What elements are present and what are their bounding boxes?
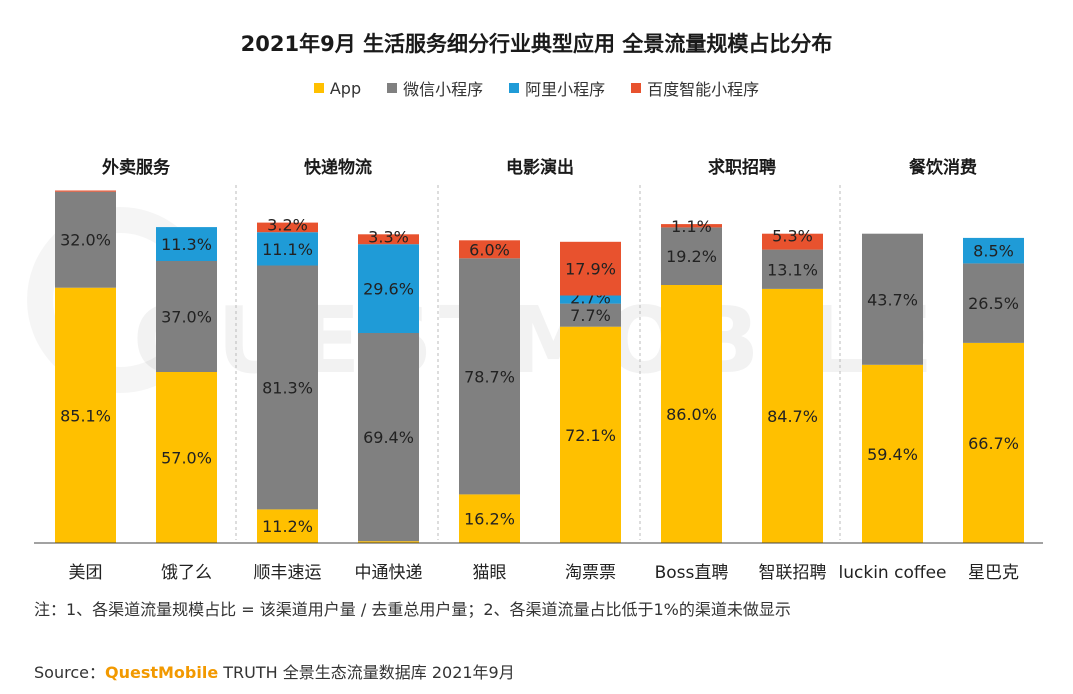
group-header: 电影演出: [506, 157, 574, 178]
legend-swatch-wechat: [387, 83, 398, 93]
data-label: 43.7%: [867, 290, 918, 309]
bar-segment: [55, 287, 116, 543]
group-header: 快递物流: [304, 157, 372, 178]
data-label: 6.0%: [469, 240, 510, 259]
legend-item-alipay: 阿里小程序: [509, 76, 605, 100]
footnote: 注：1、各渠道流量规模占比 = 该渠道用户量 / 去重总用户量；2、各渠道流量占…: [34, 600, 791, 619]
bar-segment: [257, 232, 318, 266]
legend-item-baidu: 百度智能小程序: [631, 76, 759, 100]
bar-segment: [459, 258, 520, 495]
bar-segment: [560, 241, 621, 296]
data-label: 78.7%: [464, 367, 515, 386]
source-text: TRUTH 全景生态流量数据库 2021年9月: [218, 663, 515, 682]
bar-segment: [257, 222, 318, 233]
category-label: 猫眼: [473, 563, 507, 583]
source-label: Source：: [34, 663, 105, 682]
legend-label-wechat: 微信小程序: [403, 80, 484, 99]
data-label: 81.3%: [262, 378, 313, 397]
data-label: 69.4%: [363, 428, 414, 447]
bar-segment: [459, 494, 520, 543]
bar-segment: [560, 295, 621, 304]
legend: App 微信小程序 阿里小程序 百度智能小程序: [0, 76, 1073, 100]
bar-segment: [963, 263, 1024, 343]
bar-segment: [963, 342, 1024, 543]
bar-segment: [156, 227, 217, 261]
category-label: 饿了么: [161, 563, 212, 583]
data-label: 13.1%: [767, 260, 818, 279]
bar-segment: [560, 326, 621, 543]
legend-item-app: App: [313, 76, 362, 100]
data-label: 37.0%: [161, 308, 212, 327]
data-label: 17.9%: [565, 260, 616, 279]
data-label: 7.7%: [570, 306, 611, 325]
data-label: 11.2%: [262, 517, 313, 536]
data-label: 1.1%: [671, 217, 712, 236]
data-label: 84.7%: [767, 407, 818, 426]
group-header: 餐饮消费: [909, 157, 977, 178]
data-label: 59.4%: [867, 445, 918, 464]
bar-segment: [661, 285, 722, 543]
legend-swatch-alipay: [509, 83, 520, 93]
data-label: 5.3%: [772, 227, 813, 246]
data-label: 11.3%: [161, 235, 212, 254]
legend-item-wechat: 微信小程序: [387, 76, 483, 100]
bar-segment: [963, 237, 1024, 264]
data-label: 29.6%: [363, 280, 414, 299]
data-label: 57.0%: [161, 449, 212, 468]
bar-segment: [358, 541, 419, 543]
data-label: 11.1%: [262, 240, 313, 259]
category-label: 中通快递: [355, 563, 423, 583]
bar-segment: [762, 288, 823, 543]
data-label: 26.5%: [968, 294, 1019, 313]
data-label: 19.2%: [666, 247, 717, 266]
legend-label-alipay: 阿里小程序: [525, 80, 606, 99]
bar-segment: [862, 364, 923, 543]
category-label: Boss直聘: [655, 563, 729, 583]
legend-label-baidu: 百度智能小程序: [647, 80, 760, 99]
group-header: 外卖服务: [102, 157, 171, 178]
category-label: luckin coffee: [839, 563, 947, 583]
bar-segment: [358, 234, 419, 245]
bar-segment: [156, 372, 217, 543]
legend-swatch-app: [313, 83, 324, 93]
bar-segment: [257, 265, 318, 510]
data-label: 32.0%: [60, 231, 111, 250]
data-label: 3.3%: [368, 227, 409, 246]
bar-segment: [762, 249, 823, 289]
bar-segment: [55, 190, 116, 192]
legend-swatch-baidu: [631, 83, 642, 93]
category-label: 淘票票: [565, 563, 616, 583]
data-label: 86.0%: [666, 405, 717, 424]
category-label: 美团: [69, 563, 103, 583]
category-label: 星巴克: [968, 563, 1019, 583]
bar-segment: [661, 227, 722, 285]
category-label: 顺丰速运: [254, 563, 322, 583]
bar-segment: [862, 233, 923, 365]
legend-label-app: App: [329, 78, 362, 98]
data-label: 72.1%: [565, 426, 616, 445]
data-label: 3.2%: [267, 216, 308, 235]
bar-segment: [358, 244, 419, 333]
bar-segment: [661, 224, 722, 228]
data-label: 8.5%: [973, 242, 1014, 261]
bar-segment: [762, 233, 823, 250]
data-label: 16.2%: [464, 510, 515, 529]
group-header: 求职招聘: [708, 157, 776, 178]
chart-title: 2021年9月 生活服务细分行业典型应用 全景流量规模占比分布: [240, 32, 833, 56]
bar-segment: [358, 333, 419, 542]
bar-segment: [55, 191, 116, 288]
bar-segment: [156, 261, 217, 372]
source-brand: QuestMobile: [104, 663, 219, 682]
data-label: 85.1%: [60, 406, 111, 425]
category-label: 智联招聘: [759, 563, 827, 583]
source-line: Source：QuestMobile TRUTH 全景生态流量数据库 2021年…: [34, 659, 515, 683]
bar-segment: [257, 509, 318, 543]
bar-segment: [459, 240, 520, 259]
data-label: 66.7%: [968, 434, 1019, 453]
bar-segment: [560, 303, 621, 327]
